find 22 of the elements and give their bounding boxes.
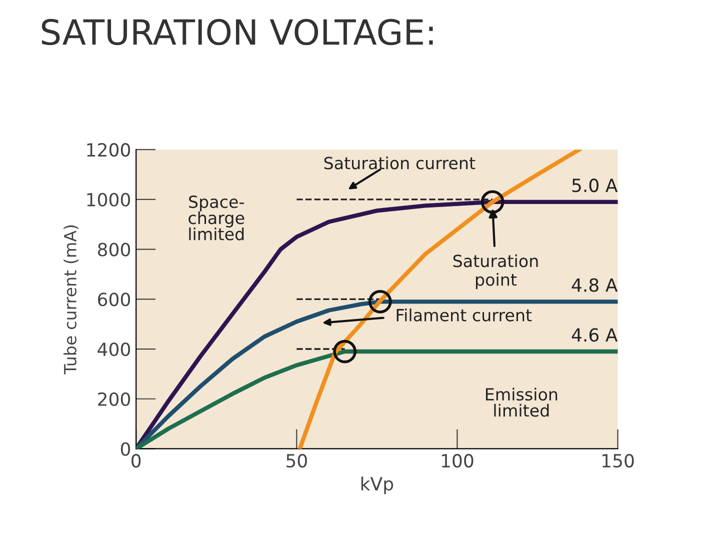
annotation: Space- charge limited bbox=[188, 195, 244, 240]
x-tick-label: 150 bbox=[602, 454, 634, 468]
annotation: Saturation point bbox=[453, 254, 538, 290]
x-tick-label: 100 bbox=[442, 454, 474, 468]
x-tick-label: 0 bbox=[132, 454, 141, 468]
annotation: Filament current bbox=[396, 308, 532, 322]
series-label: 4.8 A bbox=[572, 278, 618, 292]
y-tick-label: 200 bbox=[98, 392, 130, 406]
series-label: 4.6 A bbox=[572, 328, 618, 342]
chart-title: SATURATION VOLTAGE: bbox=[42, 18, 433, 46]
annotation: Emission limited bbox=[486, 388, 558, 417]
y-tick-label: 400 bbox=[98, 342, 130, 356]
y-tick-label: 600 bbox=[98, 292, 130, 306]
x-tick-label: 50 bbox=[286, 454, 307, 468]
y-tick-label: 1000 bbox=[87, 192, 130, 207]
x-axis-title: kVp bbox=[361, 476, 394, 494]
y-tick-label: 800 bbox=[98, 242, 130, 256]
annotation: Saturation current bbox=[324, 156, 476, 170]
y-tick-label: 1200 bbox=[87, 143, 130, 157]
series-label: 5.0 A bbox=[572, 178, 618, 192]
y-tick-label: 0 bbox=[120, 442, 130, 456]
y-axis-title: Tube current (mA) bbox=[64, 225, 78, 374]
